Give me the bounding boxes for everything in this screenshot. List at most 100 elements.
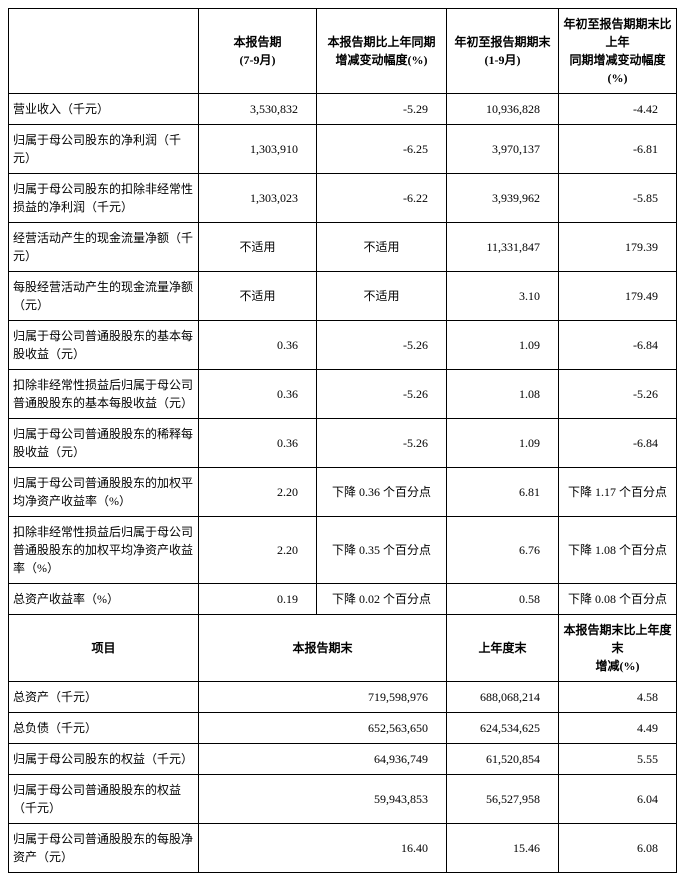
cell: -5.26 [317,370,447,419]
cell: 652,563,650 [199,713,447,744]
cell: 61,520,854 [447,744,559,775]
cell: 3.10 [447,272,559,321]
cell: 不适用 [199,223,317,272]
table-row: 归属于母公司普通股股东的基本每 股收益（元）0.36-5.261.09-6.84 [9,321,677,370]
cell: 6.04 [559,775,677,824]
cell: 0.58 [447,584,559,615]
table-row: 归属于母公司普通股股东的每股净 资产（元）16.4015.466.08 [9,824,677,873]
row-label: 总负债（千元） [9,713,199,744]
cell: -5.85 [559,174,677,223]
cell: 6.81 [447,468,559,517]
col-header: 本报告期末 [199,615,447,682]
col-header: 本报告期末比上年度末 增减(%) [559,615,677,682]
cell: 3,939,962 [447,174,559,223]
table-row: 归属于母公司股东的净利润（千元）1,303,910-6.253,970,137-… [9,125,677,174]
cell: 56,527,958 [447,775,559,824]
financial-table: 本报告期 (7-9月)本报告期比上年同期 增减变动幅度(%)年初至报告期期末 (… [8,8,677,873]
row-label: 归属于母公司普通股股东的稀释每 股收益（元） [9,419,199,468]
row-label: 归属于母公司股东的净利润（千元） [9,125,199,174]
row-label: 经营活动产生的现金流量净额（千 元） [9,223,199,272]
col-header: 本报告期比上年同期 增减变动幅度(%) [317,9,447,94]
table-row: 经营活动产生的现金流量净额（千 元）不适用不适用11,331,847179.39 [9,223,677,272]
col-header: 上年度末 [447,615,559,682]
table-row: 归属于母公司普通股股东的权益 （千元）59,943,85356,527,9586… [9,775,677,824]
row-label: 归属于母公司股东的扣除非经常性 损益的净利润（千元） [9,174,199,223]
table-row: 总负债（千元）652,563,650624,534,6254.49 [9,713,677,744]
cell: 624,534,625 [447,713,559,744]
row-label: 归属于母公司股东的权益（千元） [9,744,199,775]
cell: -6.22 [317,174,447,223]
row-label: 总资产收益率（%） [9,584,199,615]
row-label: 归属于母公司普通股股东的权益 （千元） [9,775,199,824]
cell: 719,598,976 [199,682,447,713]
row-label: 总资产（千元） [9,682,199,713]
cell: 1,303,910 [199,125,317,174]
cell: 1.09 [447,419,559,468]
cell: 10,936,828 [447,94,559,125]
col-header: 项目 [9,615,199,682]
cell: 3,530,832 [199,94,317,125]
cell: 下降 0.08 个百分点 [559,584,677,615]
cell: 4.49 [559,713,677,744]
row-label: 扣除非经常性损益后归属于母公司 普通股股东的基本每股收益（元） [9,370,199,419]
cell: 下降 1.17 个百分点 [559,468,677,517]
cell: 179.39 [559,223,677,272]
blank-header [9,9,199,94]
cell: 1.09 [447,321,559,370]
cell: 下降 0.35 个百分点 [317,517,447,584]
cell: 0.36 [199,321,317,370]
cell: -4.42 [559,94,677,125]
row-label: 归属于母公司普通股股东的每股净 资产（元） [9,824,199,873]
table-row: 总资产（千元）719,598,976688,068,2144.58 [9,682,677,713]
table-row: 归属于母公司股东的权益（千元）64,936,74961,520,8545.55 [9,744,677,775]
cell: 下降 0.02 个百分点 [317,584,447,615]
col-header: 年初至报告期期末 (1-9月) [447,9,559,94]
cell: 2.20 [199,468,317,517]
cell: -5.26 [317,321,447,370]
cell: 4.58 [559,682,677,713]
cell: 15.46 [447,824,559,873]
row-label: 扣除非经常性损益后归属于母公司 普通股股东的加权平均净资产收益 率（%） [9,517,199,584]
table-row: 归属于母公司普通股股东的加权平 均净资产收益率（%）2.20下降 0.36 个百… [9,468,677,517]
cell: 179.49 [559,272,677,321]
cell: 16.40 [199,824,447,873]
cell: 6.08 [559,824,677,873]
table-row: 归属于母公司股东的扣除非经常性 损益的净利润（千元）1,303,023-6.22… [9,174,677,223]
table-row: 每股经营活动产生的现金流量净额 （元）不适用不适用3.10179.49 [9,272,677,321]
cell: 3,970,137 [447,125,559,174]
cell: 不适用 [199,272,317,321]
cell: 0.36 [199,419,317,468]
cell: 1,303,023 [199,174,317,223]
cell: 下降 1.08 个百分点 [559,517,677,584]
table-row: 归属于母公司普通股股东的稀释每 股收益（元）0.36-5.261.09-6.84 [9,419,677,468]
cell: 1.08 [447,370,559,419]
table-row: 扣除非经常性损益后归属于母公司 普通股股东的加权平均净资产收益 率（%）2.20… [9,517,677,584]
cell: 下降 0.36 个百分点 [317,468,447,517]
col-header: 年初至报告期期末比上年 同期增减变动幅度(%) [559,9,677,94]
cell: 不适用 [317,272,447,321]
row-label: 营业收入（千元） [9,94,199,125]
row-label: 归属于母公司普通股股东的加权平 均净资产收益率（%） [9,468,199,517]
cell: -6.25 [317,125,447,174]
cell: 6.76 [447,517,559,584]
cell: 64,936,749 [199,744,447,775]
row-label: 归属于母公司普通股股东的基本每 股收益（元） [9,321,199,370]
cell: 2.20 [199,517,317,584]
cell: -5.26 [559,370,677,419]
cell: 0.36 [199,370,317,419]
row-label: 每股经营活动产生的现金流量净额 （元） [9,272,199,321]
cell: 688,068,214 [447,682,559,713]
cell: -6.81 [559,125,677,174]
cell: -5.29 [317,94,447,125]
cell: -6.84 [559,321,677,370]
table-row: 总资产收益率（%）0.19下降 0.02 个百分点0.58下降 0.08 个百分… [9,584,677,615]
cell: 11,331,847 [447,223,559,272]
cell: 5.55 [559,744,677,775]
cell: -5.26 [317,419,447,468]
table-row: 营业收入（千元）3,530,832-5.2910,936,828-4.42 [9,94,677,125]
cell: 0.19 [199,584,317,615]
cell: -6.84 [559,419,677,468]
col-header: 本报告期 (7-9月) [199,9,317,94]
table-row: 扣除非经常性损益后归属于母公司 普通股股东的基本每股收益（元）0.36-5.26… [9,370,677,419]
cell: 不适用 [317,223,447,272]
